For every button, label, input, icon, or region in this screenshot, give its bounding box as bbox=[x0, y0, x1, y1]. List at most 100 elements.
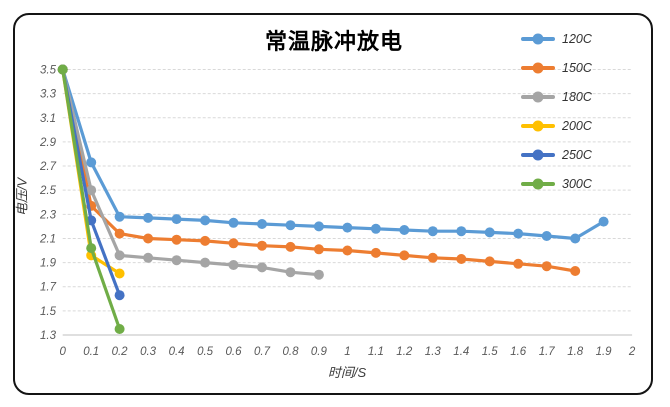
data-point-marker-120C bbox=[541, 231, 552, 241]
legend-item-150c[interactable]: 150C bbox=[521, 58, 592, 77]
x-tick-label: 0.8 bbox=[283, 346, 300, 358]
legend-dot-icon bbox=[532, 62, 544, 73]
y-tick-label: 1.5 bbox=[40, 306, 57, 318]
x-tick-label: 1.2 bbox=[396, 346, 413, 358]
data-point-marker-150C bbox=[171, 234, 182, 245]
data-point-marker-180C bbox=[200, 257, 211, 268]
data-point-marker-150C bbox=[313, 244, 324, 255]
data-point-marker-120C bbox=[228, 217, 239, 228]
data-point-marker-150C bbox=[541, 261, 552, 272]
x-tick-label: 0 bbox=[59, 346, 66, 358]
y-tick-label: 3.1 bbox=[40, 113, 56, 125]
data-point-marker-150C bbox=[342, 245, 353, 256]
chart-title: 常温脉冲放电 bbox=[264, 29, 403, 54]
data-point-marker-120C bbox=[257, 219, 267, 229]
legend-line-marker-icon bbox=[521, 120, 555, 131]
y-tick-label: 2.7 bbox=[39, 161, 57, 173]
legend-dot-icon bbox=[532, 91, 544, 102]
data-point-marker-150C bbox=[228, 238, 239, 249]
x-axis-title: 时间/S bbox=[327, 365, 367, 380]
data-point-marker-180C bbox=[114, 250, 125, 261]
data-point-marker-300C bbox=[57, 64, 68, 75]
legend-dot-icon bbox=[532, 178, 544, 189]
data-point-marker-180C bbox=[86, 185, 97, 196]
legend-line-marker-icon bbox=[521, 178, 555, 189]
x-tick-label: 1.5 bbox=[482, 346, 499, 358]
legend-line-marker-icon bbox=[521, 33, 555, 44]
legend-dot-icon bbox=[532, 120, 544, 131]
y-tick-label: 2.1 bbox=[39, 234, 56, 246]
data-point-marker-250C bbox=[114, 290, 125, 301]
data-point-marker-180C bbox=[228, 260, 239, 270]
legend-item-180c[interactable]: 180C bbox=[521, 87, 592, 106]
data-point-marker-200C bbox=[114, 268, 125, 279]
y-tick-label: 2.9 bbox=[39, 137, 57, 149]
legend-item-120c[interactable]: 120C bbox=[521, 29, 592, 48]
data-point-marker-120C bbox=[200, 215, 211, 226]
data-point-marker-300C bbox=[114, 324, 125, 334]
data-point-marker-120C bbox=[114, 211, 125, 222]
legend-label: 250C bbox=[562, 147, 592, 162]
legend: 120C 150C 180C 200C 250C 300C bbox=[521, 29, 592, 193]
data-point-marker-150C bbox=[257, 240, 267, 251]
data-point-marker-150C bbox=[200, 235, 211, 246]
y-tick-label: 1.3 bbox=[40, 330, 57, 342]
x-tick-label: 0.4 bbox=[169, 346, 185, 358]
data-point-marker-150C bbox=[399, 250, 410, 261]
data-point-marker-180C bbox=[313, 269, 324, 280]
x-tick-label: 1.9 bbox=[596, 346, 613, 358]
legend-line-marker-icon bbox=[521, 62, 555, 73]
data-point-marker-150C bbox=[513, 258, 524, 269]
data-point-marker-120C bbox=[285, 220, 296, 231]
data-point-marker-300C bbox=[86, 243, 97, 254]
data-point-marker-120C bbox=[342, 222, 353, 233]
data-point-marker-150C bbox=[484, 256, 495, 267]
legend-label: 180C bbox=[562, 89, 592, 104]
data-point-marker-120C bbox=[86, 157, 97, 168]
data-point-marker-180C bbox=[285, 267, 296, 278]
data-point-marker-180C bbox=[171, 255, 182, 266]
legend-label: 120C bbox=[562, 31, 592, 46]
data-point-marker-150C bbox=[285, 241, 296, 252]
x-tick-label: 0.5 bbox=[197, 346, 214, 358]
x-tick-label: 0.7 bbox=[254, 346, 271, 358]
data-point-marker-120C bbox=[598, 216, 609, 227]
legend-label: 200C bbox=[562, 118, 592, 133]
x-tick-label: 1.4 bbox=[453, 346, 469, 358]
x-tick-label: 0.3 bbox=[140, 346, 157, 358]
legend-label: 150C bbox=[562, 60, 592, 75]
legend-dot-icon bbox=[532, 33, 544, 44]
x-tick-label: 0.2 bbox=[112, 346, 129, 358]
x-tick-label: 0.1 bbox=[83, 346, 99, 358]
data-point-marker-120C bbox=[143, 212, 154, 223]
x-tick-label: 0.6 bbox=[226, 346, 243, 358]
x-tick-label: 1.8 bbox=[567, 346, 584, 358]
x-tick-label: 1.1 bbox=[368, 346, 384, 358]
data-point-marker-150C bbox=[570, 266, 581, 276]
y-tick-label: 2.3 bbox=[39, 209, 57, 221]
data-point-marker-150C bbox=[114, 228, 125, 239]
legend-dot-icon bbox=[532, 149, 544, 160]
series-line-180C bbox=[61, 67, 321, 277]
data-point-marker-120C bbox=[399, 225, 410, 235]
legend-label: 300C bbox=[562, 176, 592, 191]
x-tick-label: 1 bbox=[344, 346, 350, 358]
series-line-150C bbox=[61, 67, 577, 273]
legend-item-200c[interactable]: 200C bbox=[521, 116, 592, 135]
data-point-marker-180C bbox=[143, 252, 154, 263]
x-tick-label: 0.9 bbox=[311, 346, 328, 358]
y-tick-label: 1.9 bbox=[40, 258, 57, 270]
legend-item-300c[interactable]: 300C bbox=[521, 174, 592, 193]
data-point-marker-180C bbox=[257, 262, 267, 273]
legend-item-250c[interactable]: 250C bbox=[521, 145, 592, 164]
legend-line-marker-icon bbox=[521, 91, 555, 102]
x-tick-label: 1.3 bbox=[425, 346, 442, 358]
legend-line-marker-icon bbox=[521, 149, 555, 160]
data-point-marker-150C bbox=[143, 233, 154, 244]
y-axis-title: 电压/V bbox=[14, 177, 30, 217]
x-tick-label: 1.6 bbox=[510, 346, 527, 358]
data-point-marker-120C bbox=[513, 228, 524, 239]
y-tick-label: 1.7 bbox=[40, 282, 57, 294]
data-point-marker-150C bbox=[456, 254, 467, 264]
